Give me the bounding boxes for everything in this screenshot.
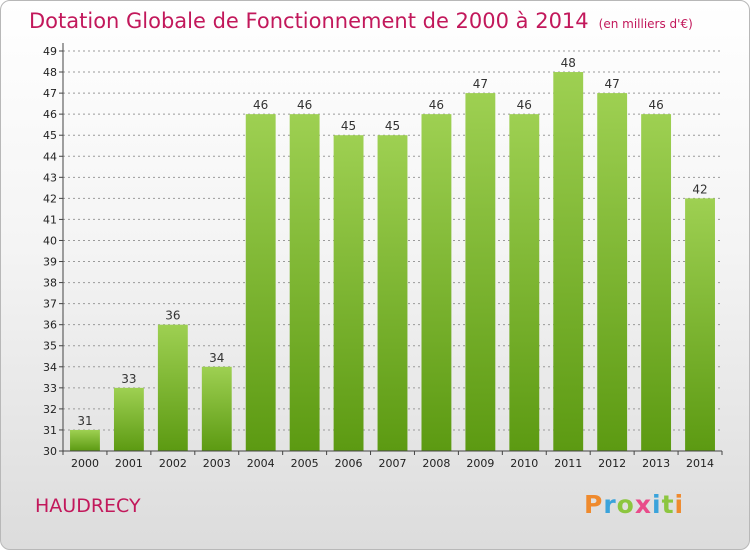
data-label-2006: 45	[341, 119, 356, 133]
bar-2011	[553, 72, 584, 451]
y-tick-label: 45	[43, 129, 57, 142]
bars: 31 33 36 34 46 46 45 45 46 47 46 48 47 46 42	[70, 56, 715, 452]
data-label-2011: 48	[561, 56, 576, 70]
bar-2003	[201, 366, 232, 451]
bar-2004	[245, 114, 276, 451]
bar-2001	[113, 387, 144, 451]
x-tick-label: 2014	[686, 457, 714, 470]
y-tick-label: 48	[43, 66, 57, 79]
bar-2002	[157, 324, 188, 451]
data-label-2010: 46	[517, 98, 532, 112]
x-tick-label: 2006	[335, 457, 363, 470]
y-tick-label: 35	[43, 340, 57, 353]
bar-2010	[509, 114, 540, 451]
data-label-2003: 34	[209, 351, 224, 365]
bar-2008	[421, 114, 452, 451]
logo-letter: i	[652, 490, 662, 519]
x-tick-label: 2010	[510, 457, 538, 470]
y-tick-label: 34	[43, 361, 57, 374]
commune-name: HAUDRECY	[35, 495, 141, 517]
x-tick-label: 2013	[642, 457, 670, 470]
x-tick-label: 2012	[598, 457, 626, 470]
x-tick-label: 2005	[291, 457, 319, 470]
bar-2005	[289, 114, 320, 451]
y-tick-label: 47	[43, 87, 57, 100]
data-label-2014: 42	[692, 182, 707, 196]
axes: 30 31 32 33 34 35 36 37 38 39 40 41 42 43 44 45 46 47 48 49…	[43, 43, 723, 470]
proxiti-logo: Proxiti	[584, 490, 684, 519]
y-tick-label: 42	[43, 192, 57, 205]
title-text: Dotation Globale de Fonctionnement de 20…	[29, 9, 589, 33]
logo-letter: t	[661, 490, 675, 519]
x-tick-label: 2001	[115, 457, 143, 470]
bar-2007	[377, 135, 408, 452]
x-tick-label: 2009	[466, 457, 494, 470]
y-tick-label: 30	[43, 445, 57, 458]
y-tick-label: 37	[43, 298, 57, 311]
data-label-2005: 46	[297, 98, 312, 112]
y-tick-label: 41	[43, 213, 57, 226]
chart-title: Dotation Globale de Fonctionnement de 20…	[29, 9, 693, 33]
x-tick-label: 2002	[159, 457, 187, 470]
bar-2006	[333, 135, 364, 452]
x-tick-label: 2000	[71, 457, 99, 470]
data-label-2001: 33	[121, 372, 136, 386]
x-tick-label: 2008	[422, 457, 450, 470]
data-label-2002: 36	[165, 309, 180, 323]
x-tick-label: 2003	[203, 457, 231, 470]
logo-letter: i	[674, 490, 685, 519]
y-tick-label: 33	[43, 382, 57, 395]
bar-2013	[641, 114, 672, 451]
logo-letter: r	[603, 490, 617, 519]
chart-subtitle: (en milliers d'€)	[598, 17, 693, 31]
x-tick-label: 2004	[247, 457, 275, 470]
bar-2014	[685, 198, 715, 451]
x-tick-label: 2011	[554, 457, 582, 470]
y-tick-label: 36	[43, 319, 57, 332]
y-tick-label: 40	[43, 234, 57, 247]
data-label-2000: 31	[77, 414, 92, 428]
data-label-2012: 47	[605, 77, 620, 91]
y-tick-label: 49	[43, 45, 57, 58]
data-label-2008: 46	[429, 98, 444, 112]
data-label-2009: 47	[473, 77, 488, 91]
x-tick-label: 2007	[379, 457, 407, 470]
logo-letter: P	[584, 490, 604, 519]
logo-letter: x	[634, 490, 652, 519]
data-label-2004: 46	[253, 98, 268, 112]
y-tick-label: 44	[43, 150, 57, 163]
y-tick-label: 43	[43, 171, 57, 184]
y-tick-label: 46	[43, 108, 57, 121]
y-tick-label: 32	[43, 403, 57, 416]
y-tick-label: 38	[43, 277, 57, 290]
data-label-2013: 46	[648, 98, 663, 112]
bar-2009	[465, 93, 496, 452]
y-tick-label: 31	[43, 424, 57, 437]
logo-letter: o	[616, 490, 635, 519]
bar-2000	[70, 429, 100, 451]
y-tick-label: 39	[43, 256, 57, 269]
bar-2012	[597, 93, 628, 452]
data-label-2007: 45	[385, 119, 400, 133]
